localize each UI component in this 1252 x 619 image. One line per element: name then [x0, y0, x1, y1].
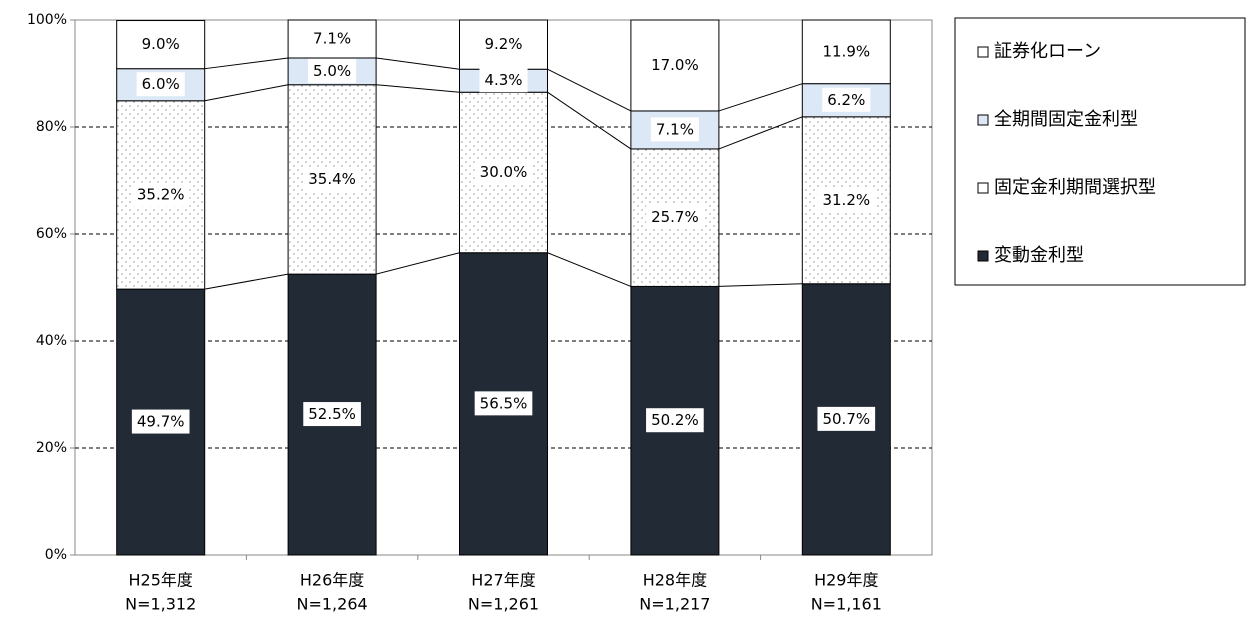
data-label-bg — [303, 166, 361, 191]
data-label: 6.2% — [827, 91, 865, 109]
data-label: 25.7% — [651, 208, 699, 226]
y-tick-label: 100% — [27, 12, 67, 28]
data-label-bg — [817, 406, 876, 431]
data-label: 7.1% — [313, 29, 351, 47]
data-label: 56.5% — [480, 394, 528, 412]
y-tick-label: 60% — [36, 226, 67, 242]
data-label-bg — [479, 32, 528, 57]
y-tick-label: 20% — [36, 440, 67, 456]
legend-label: 全期間固定金利型 — [994, 109, 1138, 130]
data-label: 49.7% — [137, 413, 185, 431]
data-label-bg — [817, 39, 876, 64]
data-label-bg — [308, 26, 357, 51]
data-label-bg — [822, 87, 871, 112]
data-label: 30.0% — [480, 163, 528, 181]
connector — [376, 84, 460, 93]
data-label-bg — [308, 58, 357, 83]
data-label: 4.3% — [484, 71, 522, 89]
data-label: 17.0% — [651, 56, 699, 74]
connector — [547, 252, 632, 287]
connector — [204, 273, 289, 290]
data-label-bg — [131, 409, 190, 434]
data-label-bg — [817, 187, 876, 212]
data-label-bg — [646, 408, 704, 433]
x-tick-label: H29年度 — [814, 571, 878, 590]
connector — [718, 116, 803, 150]
data-label-bg — [646, 52, 704, 77]
data-label: 35.2% — [137, 185, 185, 203]
legend-label: 固定金利期間選択型 — [994, 177, 1156, 198]
data-label: 5.0% — [313, 62, 351, 80]
connector — [718, 83, 803, 112]
connector — [376, 57, 460, 70]
data-label-bg — [650, 117, 699, 142]
connector — [547, 68, 632, 112]
legend-swatch — [977, 114, 989, 126]
data-label: 11.9% — [822, 42, 870, 60]
x-tick-sublabel: N=1,312 — [125, 595, 196, 614]
legend-swatch — [977, 182, 989, 194]
x-tick-label: H27年度 — [471, 571, 535, 590]
data-label-bg — [136, 32, 185, 57]
legend-label: 証券化ローン — [994, 41, 1101, 62]
data-label: 31.2% — [822, 191, 870, 209]
x-tick-sublabel: N=1,217 — [639, 595, 710, 614]
legend-swatch — [977, 46, 989, 58]
data-label-bg — [474, 391, 533, 416]
legend-swatch — [977, 250, 989, 262]
data-label-bg — [136, 72, 185, 97]
data-label: 9.2% — [484, 35, 522, 53]
x-tick-sublabel: N=1,161 — [811, 595, 882, 614]
connector — [204, 57, 289, 70]
legend-box — [954, 17, 1246, 286]
connector — [547, 91, 632, 150]
data-label: 50.7% — [822, 410, 870, 428]
data-label-bg — [474, 159, 533, 184]
y-tick-label: 40% — [36, 333, 67, 349]
data-label: 7.1% — [656, 120, 694, 138]
data-label: 6.0% — [142, 75, 180, 93]
connector — [375, 252, 460, 275]
x-tick-sublabel: N=1,264 — [297, 595, 368, 614]
y-tick-label: 0% — [45, 547, 67, 563]
x-tick-sublabel: N=1,261 — [468, 595, 539, 614]
data-label-bg — [303, 402, 361, 427]
x-tick-label: H28年度 — [643, 571, 707, 590]
data-label: 52.5% — [308, 405, 356, 423]
data-label-bg — [646, 205, 704, 230]
x-tick-label: H25年度 — [128, 571, 192, 590]
data-label: 35.4% — [308, 170, 356, 188]
data-label: 9.0% — [142, 35, 180, 53]
data-label: 50.2% — [651, 411, 699, 429]
data-label-bg — [479, 68, 528, 93]
connector — [718, 283, 803, 287]
legend-label: 変動金利型 — [994, 245, 1084, 266]
y-tick-label: 80% — [36, 119, 67, 135]
x-tick-label: H26年度 — [300, 571, 364, 590]
data-label-bg — [131, 182, 190, 207]
connector — [204, 84, 289, 102]
